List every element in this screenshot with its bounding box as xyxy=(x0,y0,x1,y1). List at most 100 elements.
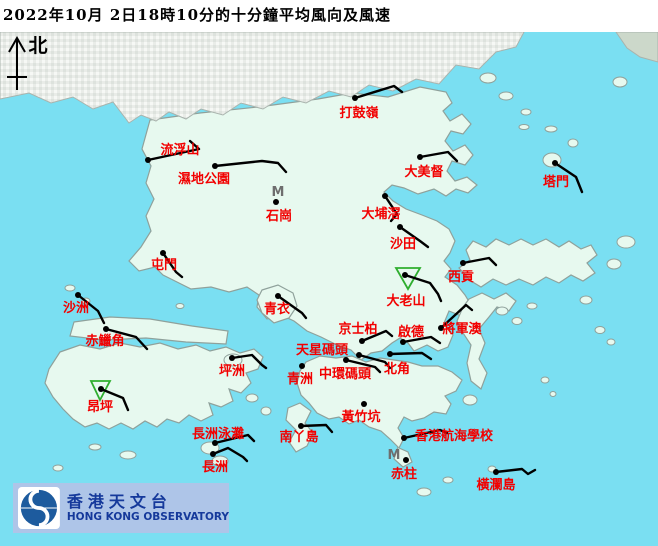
station-label: 大老山 xyxy=(386,293,425,309)
sai-kung-peninsula xyxy=(458,238,598,288)
page-title: 2022年10月 2日18時10分的十分鐘平均風向及風速 xyxy=(3,6,392,24)
island xyxy=(64,284,76,292)
clear-water-bay-peninsula xyxy=(456,292,517,390)
title-strip xyxy=(0,0,658,32)
station-star-ferry-pier: 天星碼頭 xyxy=(296,343,392,370)
station-label: 流浮山 xyxy=(160,142,199,158)
station-tap-mun: 塔門 xyxy=(543,160,584,194)
station-label: 青衣 xyxy=(264,301,290,317)
station-tseung-kwan-o: 將軍澳 xyxy=(438,303,482,337)
station-hk-sea-school: 香港航海學校 xyxy=(401,428,494,444)
wind-barb xyxy=(494,467,537,476)
station-label: 濕地公園 xyxy=(178,171,230,187)
station-cheung-chau: 長洲 xyxy=(202,446,249,475)
wind-barb xyxy=(230,353,268,370)
station-sha-chau: 沙洲 xyxy=(63,292,106,325)
island xyxy=(495,306,509,316)
station-label: 南丫島 xyxy=(279,429,318,445)
station-dot xyxy=(299,363,305,369)
station-dot xyxy=(356,352,362,358)
island xyxy=(606,258,622,270)
station-label: 赤柱 xyxy=(391,466,417,482)
island xyxy=(88,443,102,451)
station-label: 沙田 xyxy=(390,237,416,252)
station-dot xyxy=(361,401,367,407)
station-dot xyxy=(343,357,349,363)
station-tuen-mun: 屯門 xyxy=(151,250,184,279)
hko-logo-text: 香港天文台 HONG KONG OBSERVATORY xyxy=(66,491,229,524)
island xyxy=(526,302,538,310)
station-central-pier: 中環碼頭 xyxy=(319,357,382,382)
station-label: 北角 xyxy=(384,361,410,377)
wind-barb xyxy=(553,161,584,194)
station-label: 赤鱲角 xyxy=(85,333,124,349)
station-ngong-ping: 昂坪 xyxy=(87,380,130,415)
island xyxy=(567,138,579,148)
station-dot xyxy=(145,157,151,163)
station-tates-cairn: 大老山 xyxy=(386,267,443,309)
wind-barb xyxy=(418,150,459,163)
island xyxy=(549,391,557,397)
north-arrow xyxy=(7,35,27,90)
island xyxy=(52,464,64,472)
station-dot xyxy=(210,451,216,457)
wind-barb xyxy=(146,139,201,162)
station-sha-tin: 沙田 xyxy=(390,224,430,252)
island xyxy=(442,476,454,484)
station-label: 昂坪 xyxy=(87,399,113,415)
new-territories-landmass xyxy=(128,86,478,361)
station-label: 坪洲 xyxy=(219,364,245,379)
hko-logo: 香港天文台 HONG KONG OBSERVATORY xyxy=(13,483,229,533)
wind-barb xyxy=(357,353,392,370)
station-peng-chau: 坪洲 xyxy=(219,353,268,379)
station-north-point: 北角 xyxy=(384,351,433,377)
station-dot xyxy=(397,224,403,230)
wind-barb xyxy=(276,294,308,320)
m-marker: M xyxy=(388,448,401,463)
station-dot xyxy=(212,163,218,169)
island xyxy=(594,326,606,334)
wind-barb xyxy=(104,327,149,351)
station-dot xyxy=(387,351,393,357)
station-dot xyxy=(359,338,365,344)
station-lau-fau-shan: 流浮山 xyxy=(145,139,201,163)
wind-barb xyxy=(402,428,449,440)
island xyxy=(540,376,550,384)
station-label: 將軍澳 xyxy=(442,321,482,337)
station-chek-lap-kok: 赤鱲角 xyxy=(85,326,149,351)
hko-name-chinese: 香港天文台 xyxy=(66,491,172,511)
island xyxy=(119,450,137,460)
station-dot xyxy=(401,435,407,441)
station-dot xyxy=(298,423,304,429)
station-dot xyxy=(403,457,409,463)
hko-name-english: HONG KONG OBSERVATORY xyxy=(66,511,229,524)
station-label: 塔門 xyxy=(543,174,569,190)
station-label: 屯門 xyxy=(151,257,177,273)
tsing-yi-island xyxy=(256,284,298,324)
station-label: 大美督 xyxy=(404,164,443,180)
wind-barb xyxy=(353,84,404,100)
station-dot xyxy=(382,193,388,199)
station-label: 黃竹坑 xyxy=(340,409,380,425)
station-label: 中環碼頭 xyxy=(319,366,372,382)
station-dot xyxy=(275,293,281,299)
station-tsing-yi: 青衣 xyxy=(264,293,308,320)
hko-emblem-icon xyxy=(18,487,60,529)
station-label: 香港航海學校 xyxy=(414,428,494,444)
station-dot xyxy=(229,355,235,361)
station-label: 啟德 xyxy=(398,324,424,340)
island xyxy=(511,317,523,325)
wind-barb xyxy=(383,194,399,223)
island xyxy=(260,406,272,416)
station-dot xyxy=(75,292,81,298)
wind-barb xyxy=(344,358,382,374)
station-label: 石崗 xyxy=(265,209,292,224)
station-tai-mei-tuk: 大美督 xyxy=(404,150,459,180)
wind-barb xyxy=(360,329,394,343)
station-dot xyxy=(400,339,406,345)
station-cheung-chau-beach: 長洲泳灘 xyxy=(192,426,256,446)
station-dot xyxy=(493,469,499,475)
wind-barb xyxy=(388,351,433,361)
